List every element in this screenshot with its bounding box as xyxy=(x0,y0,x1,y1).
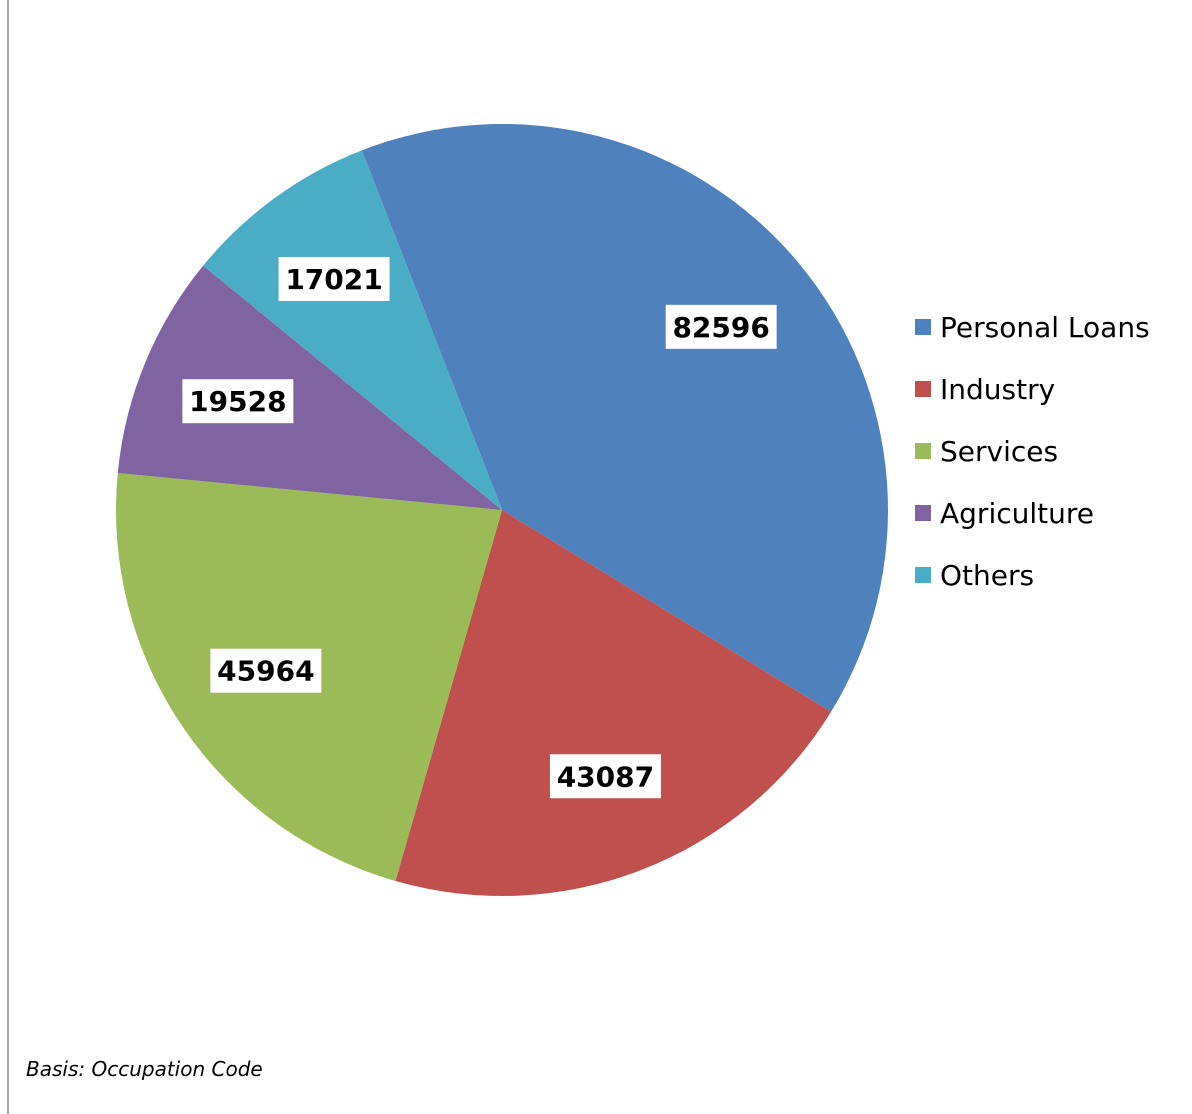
pie-slice-agriculture xyxy=(117,265,503,510)
legend-swatch xyxy=(915,381,931,397)
legend-label: Personal Loans xyxy=(940,310,1150,344)
pie-slice-others xyxy=(203,150,502,510)
data-label-industry: 43087 xyxy=(549,754,661,799)
data-label-box xyxy=(182,379,294,424)
data-label-text: 17021 xyxy=(285,263,382,296)
data-label-box xyxy=(210,648,322,693)
data-label-box xyxy=(278,256,390,301)
legend-item-agriculture: Agriculture xyxy=(915,482,1150,544)
pie-slices xyxy=(115,124,888,896)
data-label-text: 19528 xyxy=(189,385,286,418)
footnote: Basis: Occupation Code xyxy=(26,1057,263,1081)
data-label-text: 43087 xyxy=(557,760,654,793)
legend-item-personal-loans: Personal Loans xyxy=(915,296,1150,358)
legend-item-others: Others xyxy=(915,544,1150,606)
legend-item-services: Services xyxy=(915,420,1150,482)
legend-label: Industry xyxy=(940,372,1056,406)
legend-label: Services xyxy=(940,434,1059,468)
legend-swatch xyxy=(915,505,931,521)
data-label-box xyxy=(549,754,661,799)
legend-label: Agriculture xyxy=(940,496,1094,530)
left-border-line xyxy=(7,0,9,1114)
legend-swatch xyxy=(915,443,931,459)
data-label-others: 17021 xyxy=(278,256,390,301)
pie-data-labels: 82596 43087 45964 19528 17021 xyxy=(182,256,777,799)
legend-swatch xyxy=(915,567,931,583)
legend-label: Others xyxy=(940,558,1035,592)
legend-item-industry: Industry xyxy=(915,358,1150,420)
chart-legend: Personal Loans Industry Services Agricultur… xyxy=(915,296,1150,606)
data-label-box xyxy=(665,304,777,349)
data-label-personal-loans: 82596 xyxy=(665,304,777,349)
pie-slice-personal-loans xyxy=(361,124,888,712)
data-label-agriculture: 19528 xyxy=(182,379,294,424)
data-label-text: 45964 xyxy=(217,655,314,688)
pie-slice-industry xyxy=(395,510,832,896)
legend-swatch xyxy=(915,319,931,335)
data-label-services: 45964 xyxy=(210,648,322,693)
data-label-text: 82596 xyxy=(672,311,769,344)
